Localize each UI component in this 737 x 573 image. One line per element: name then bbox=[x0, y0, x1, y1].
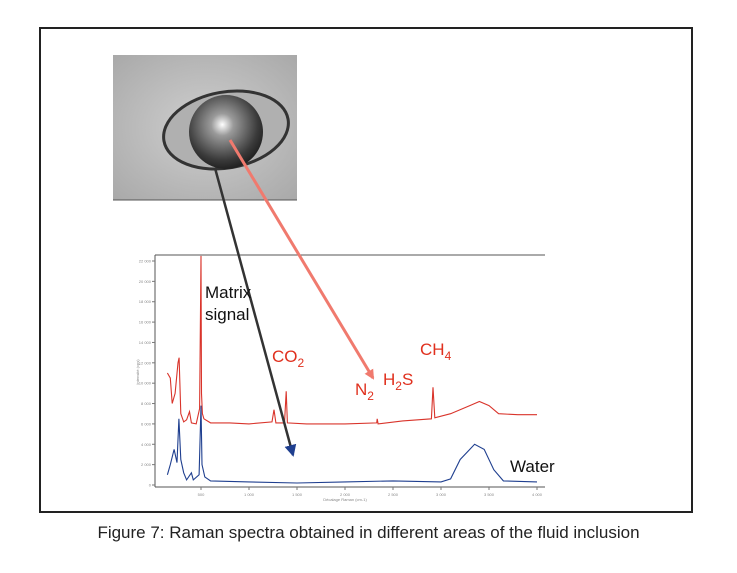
y-tick-label: 12 000 bbox=[139, 360, 152, 365]
x-axis-label: Décalage Raman (cm-1) bbox=[323, 497, 367, 502]
y-tick-label: 14 000 bbox=[139, 340, 152, 345]
y-tick-label: 10 000 bbox=[139, 381, 152, 386]
y-tick-label: 20 000 bbox=[139, 279, 152, 284]
ch4-label: CH4 bbox=[420, 340, 452, 363]
y-tick-label: 6 000 bbox=[141, 421, 152, 426]
y-tick-label: 18 000 bbox=[139, 299, 152, 304]
matrix-spectrum-line bbox=[166, 405, 538, 484]
n2-label: N2 bbox=[355, 380, 374, 403]
x-tick-label: 4 000 bbox=[532, 492, 543, 497]
co2-label: CO2 bbox=[272, 347, 305, 370]
inclusion-micrograph bbox=[113, 55, 297, 201]
water-label: Water bbox=[510, 457, 555, 476]
y-tick-label: 2 000 bbox=[141, 462, 152, 467]
x-tick-label: 2 500 bbox=[388, 492, 399, 497]
x-tick-label: 1 000 bbox=[244, 492, 255, 497]
y-tick-label: 4 000 bbox=[141, 442, 152, 447]
h2s-label: H2S bbox=[383, 370, 413, 393]
raman-spectrum-chart: 500 1 000 1 500 2 000 2 500 3 000 3 500 4 000 0 2… bbox=[135, 254, 545, 502]
y-tick-label: 22 000 bbox=[139, 259, 152, 264]
y-tick-label: 0 bbox=[149, 483, 152, 488]
matrix-label-line2: signal bbox=[205, 305, 249, 324]
x-tick-label: 1 500 bbox=[292, 492, 303, 497]
x-tick-label: 3 500 bbox=[484, 492, 495, 497]
x-tick-label: 500 bbox=[198, 492, 205, 497]
inclusion-arrow bbox=[228, 139, 375, 380]
x-tick-label: 3 000 bbox=[436, 492, 447, 497]
inclusion-spectrum-line bbox=[166, 255, 537, 425]
figure-frame bbox=[39, 27, 693, 513]
y-tick-label: 16 000 bbox=[139, 320, 152, 325]
matrix-label-line1: Matrix bbox=[205, 283, 252, 302]
figure-caption: Figure 7: Raman spectra obtained in diff… bbox=[97, 523, 640, 542]
y-axis-label: Intensité (cps) bbox=[135, 359, 140, 385]
matrix-arrow bbox=[213, 167, 297, 457]
y-tick-label: 8 000 bbox=[141, 401, 152, 406]
x-tick-label: 2 000 bbox=[340, 492, 351, 497]
